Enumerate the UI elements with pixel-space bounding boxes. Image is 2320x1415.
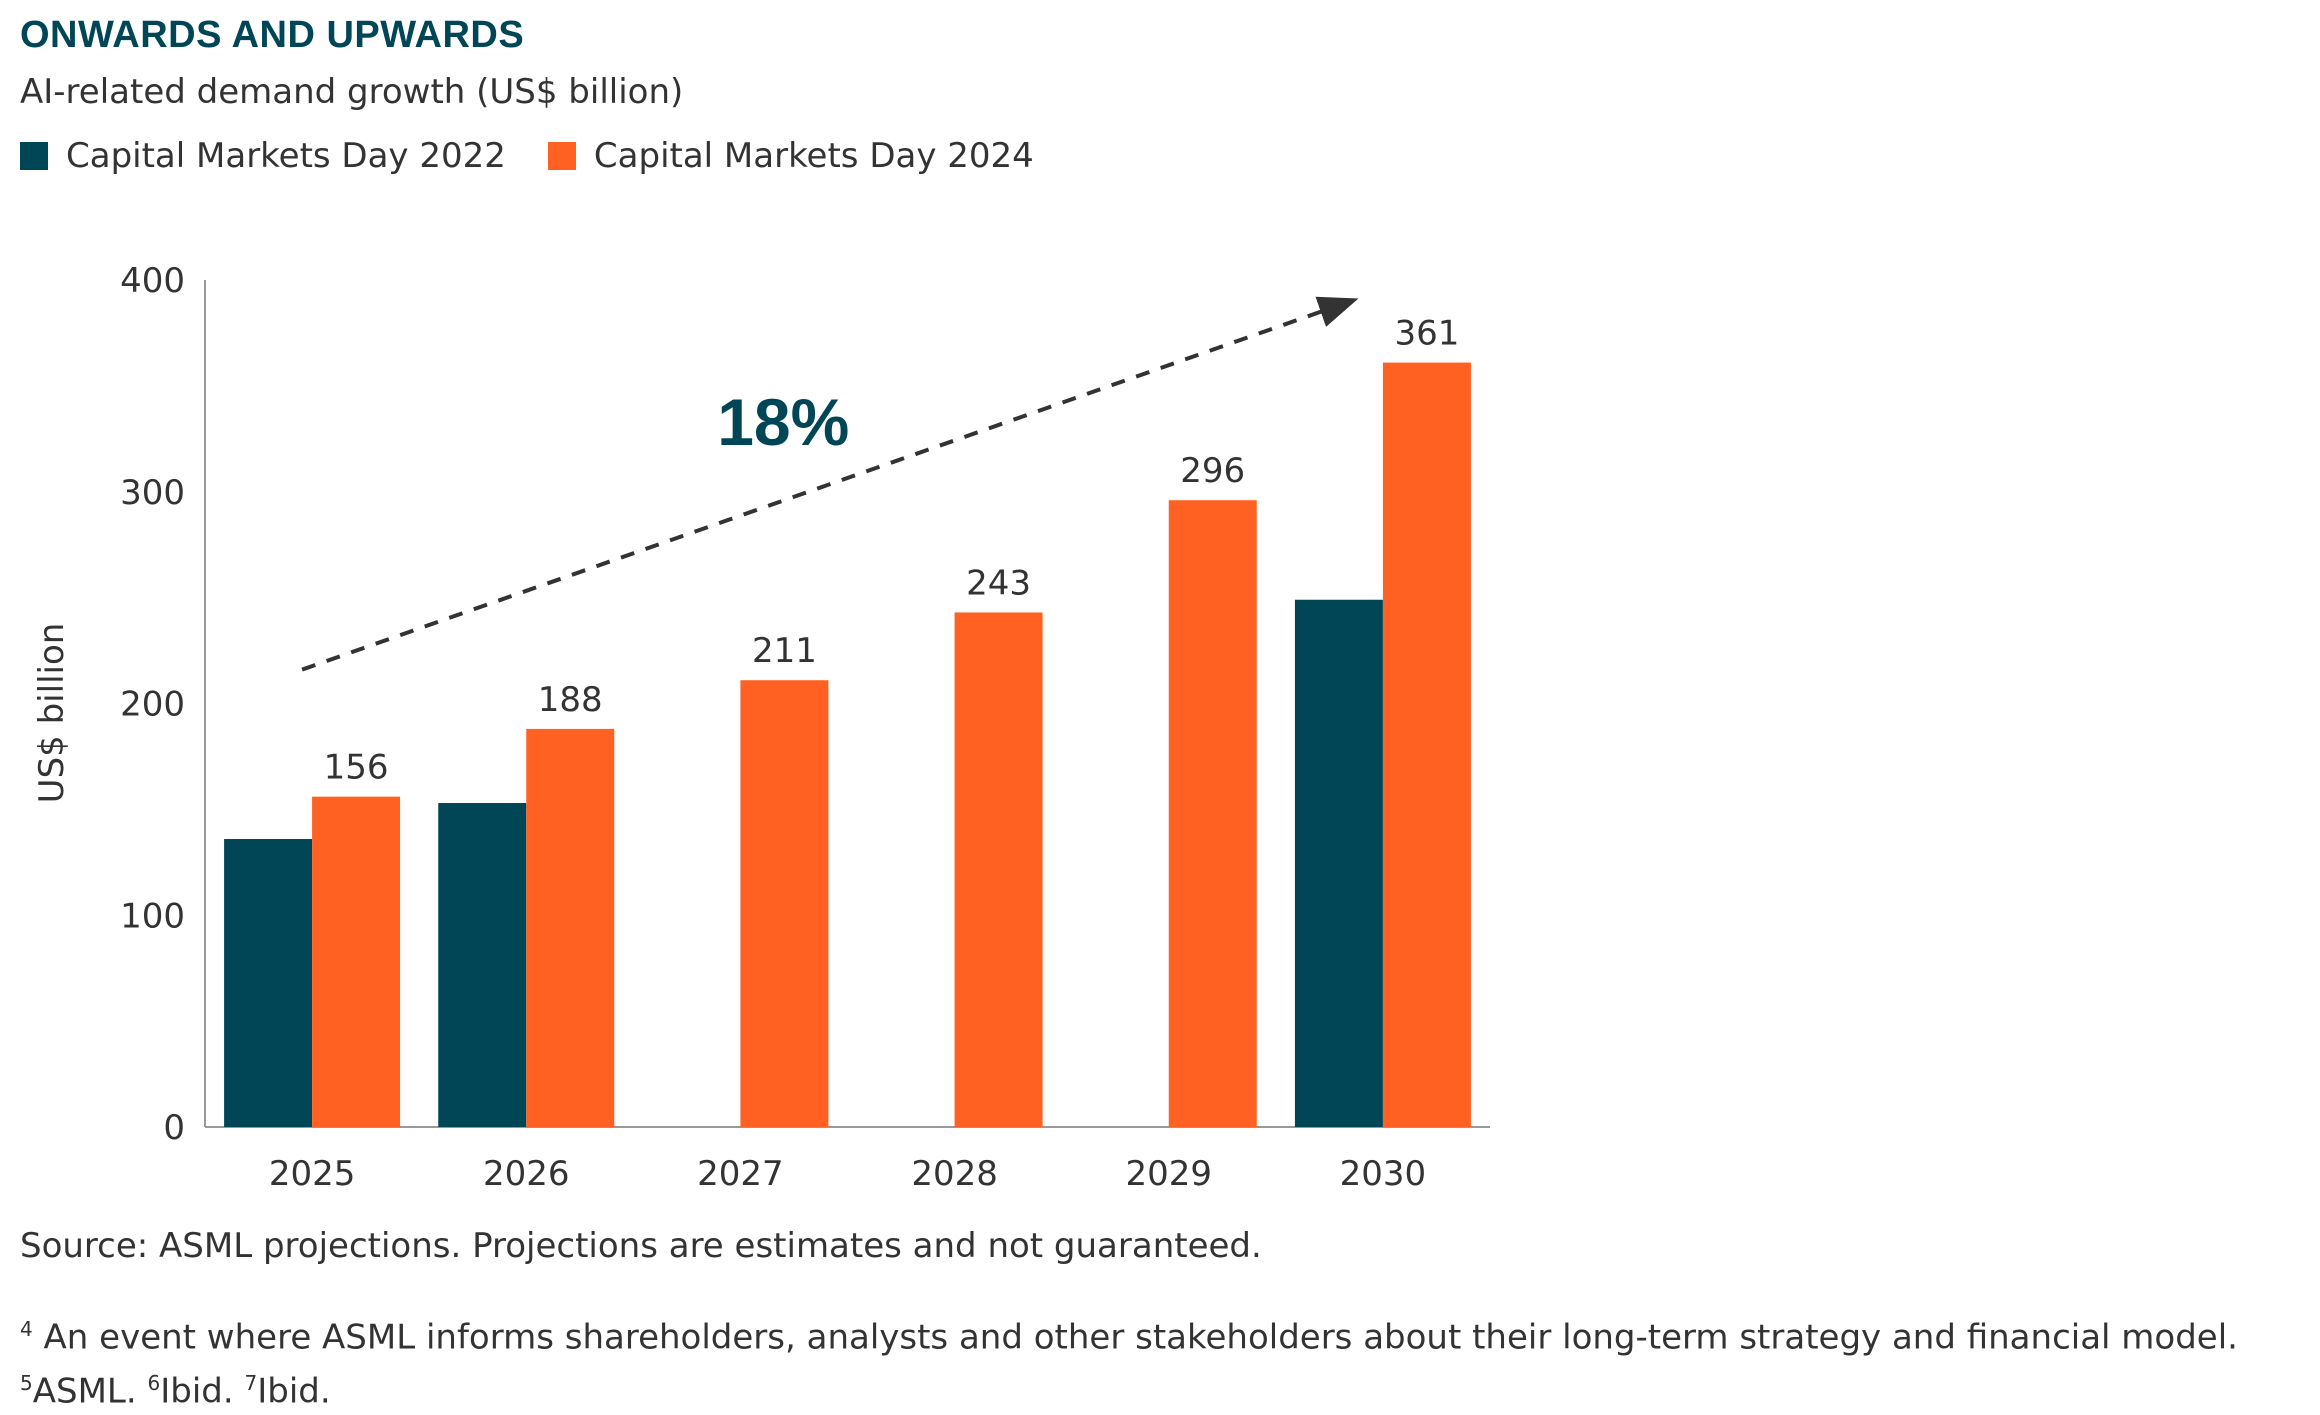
data-label: 188: [538, 680, 603, 720]
legend: Capital Markets Day 2022 Capital Markets…: [20, 136, 1076, 176]
legend-swatch-cmd2024: [547, 142, 576, 170]
y-axis-label: US$ billion: [32, 623, 72, 804]
legend-item-cmd2024: Capital Markets Day 2024: [547, 136, 1034, 176]
footnote-marker-6: 6: [147, 1371, 161, 1396]
chart-subtitle: AI-related demand growth (US$ billion): [20, 72, 684, 112]
footnote-marker-7: 7: [244, 1371, 258, 1396]
x-tick-label: 2027: [697, 1154, 784, 1194]
bar-cmd2024: [1382, 362, 1471, 1127]
bar-chart: US$ billion 0 100 200 300 400 156 2025 188 2026 2…: [32, 261, 1490, 1194]
y-tick-label: 100: [120, 896, 185, 936]
y-tick-label: 200: [120, 685, 185, 725]
footnotes: 4 An event where ASML informs shareholde…: [20, 1306, 2238, 1415]
footnote-marker-5: 5: [20, 1371, 33, 1396]
x-tick-label: 2026: [483, 1154, 570, 1194]
x-tick-label: 2028: [911, 1154, 998, 1194]
bar-cmd2024: [526, 728, 615, 1127]
legend-label-cmd2024: Capital Markets Day 2024: [593, 136, 1034, 176]
growth-arrow: [301, 296, 1359, 672]
footnote-text-6: Ibid.: [160, 1371, 245, 1412]
y-tick-label: 0: [163, 1108, 185, 1148]
footnote-marker-4: 4: [20, 1317, 33, 1341]
bar-cmd2022: [1294, 599, 1383, 1127]
chart-title: ONWARDS AND UPWARDS: [20, 14, 525, 56]
footnote-text-5: ASML.: [32, 1371, 148, 1412]
data-label: 296: [1180, 451, 1245, 491]
bar-cmd2024: [740, 680, 829, 1127]
footnote-text-7: Ibid.: [257, 1371, 331, 1412]
footnote-5-7: 5ASML. 6Ibid. 7Ibid.: [20, 1360, 2238, 1414]
data-label: 361: [1394, 314, 1459, 354]
bar-cmd2024: [1168, 500, 1257, 1128]
source-note: Source: ASML projections. Projections ar…: [20, 1226, 1262, 1266]
data-label: 243: [966, 563, 1031, 603]
footnote-text-4: An event where ASML informs shareholders…: [43, 1317, 2238, 1358]
bar-cmd2024: [954, 612, 1043, 1127]
growth-rate-label: 18%: [717, 385, 849, 459]
legend-item-cmd2022: Capital Markets Day 2022: [20, 136, 506, 176]
bar-cmd2024: [312, 796, 401, 1127]
x-tick-label: 2025: [269, 1154, 356, 1194]
data-label: 156: [324, 748, 389, 788]
y-tick-label: 300: [120, 473, 185, 513]
x-tick-label: 2029: [1125, 1154, 1212, 1194]
legend-label-cmd2022: Capital Markets Day 2022: [66, 136, 506, 176]
bar-cmd2022: [224, 839, 313, 1127]
legend-swatch-cmd2022: [20, 142, 48, 170]
bar-cmd2022: [438, 803, 527, 1127]
data-label: 211: [752, 631, 817, 671]
x-tick-label: 2030: [1340, 1154, 1427, 1194]
y-tick-label: 400: [120, 261, 185, 301]
footnote-4: 4 An event where ASML informs shareholde…: [20, 1306, 2238, 1360]
